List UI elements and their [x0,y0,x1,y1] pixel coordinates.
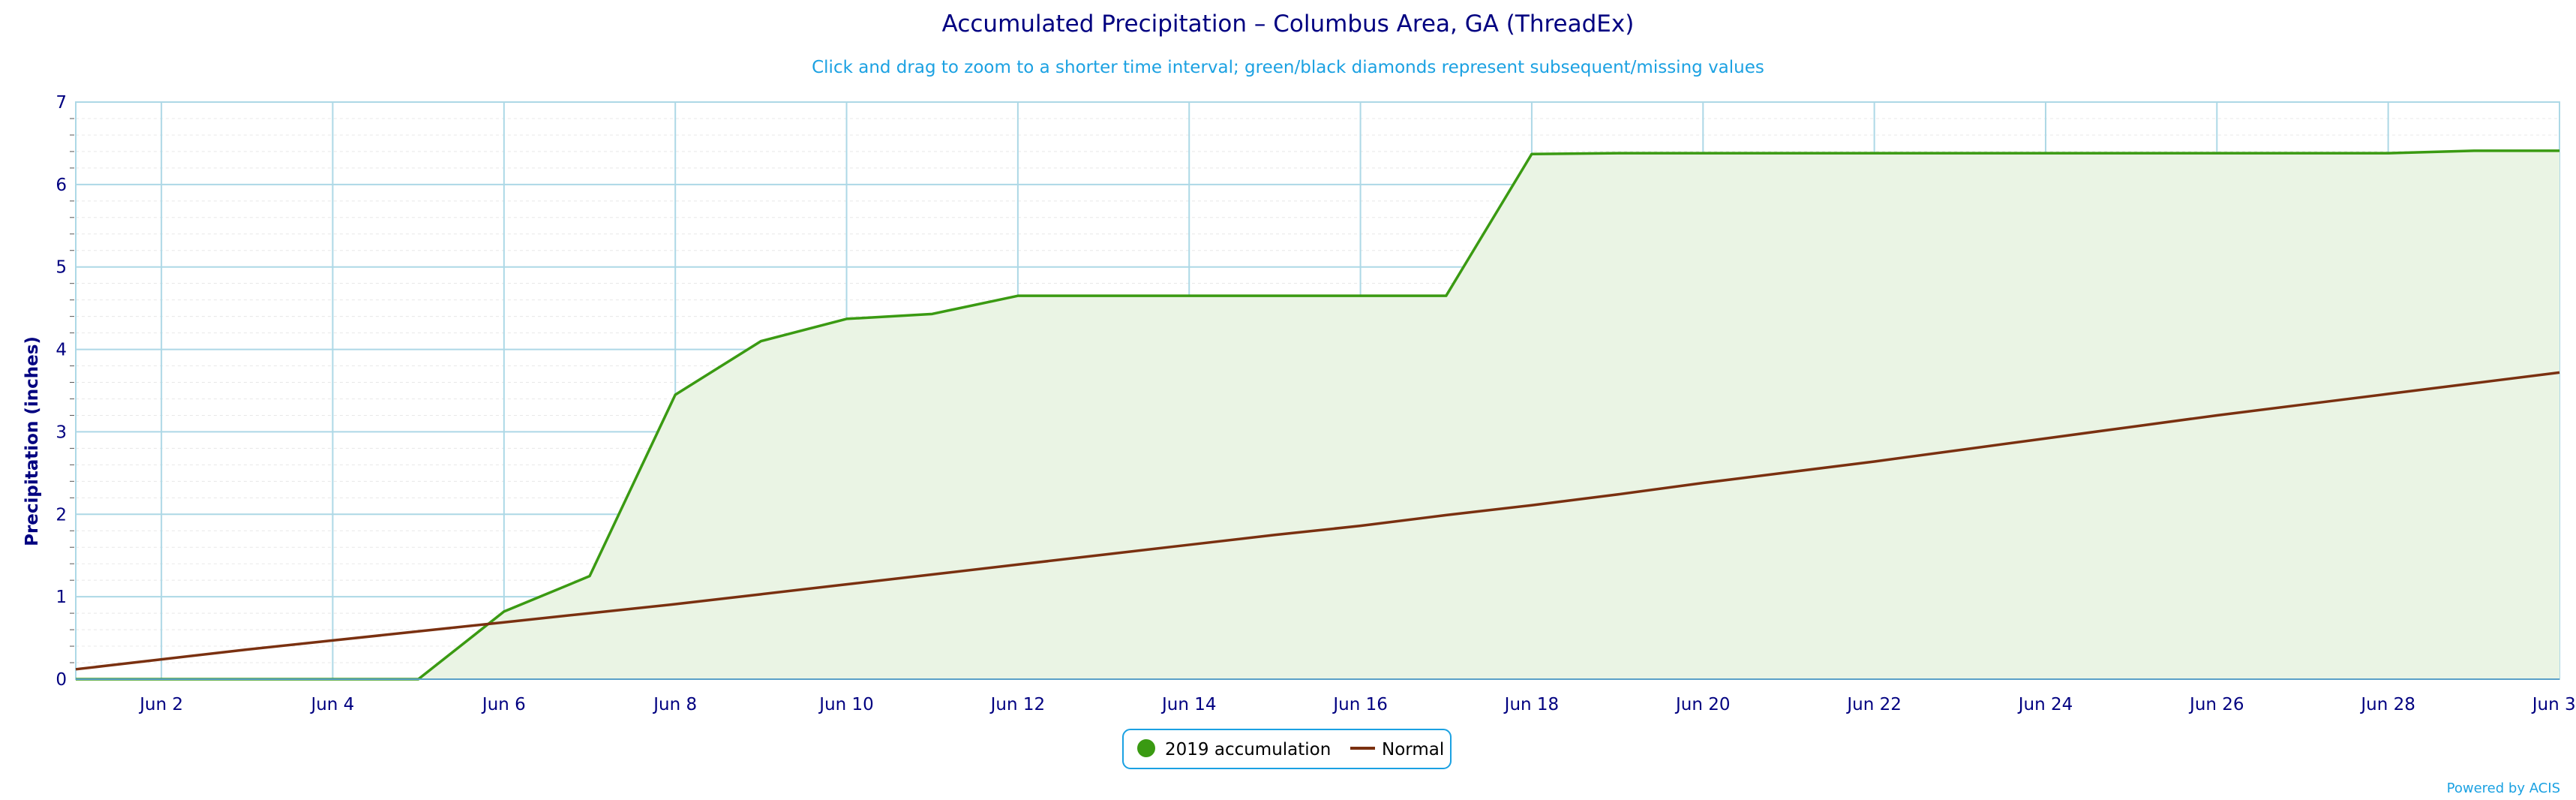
area-layer [76,150,2559,679]
x-tick-label: Jun 18 [1503,695,1560,714]
x-tick-label: Jun 24 [2017,695,2073,714]
credits-link[interactable]: Powered by ACIS [2447,780,2560,796]
x-tick-label: Jun 26 [2188,695,2244,714]
x-tick-label: Jun 20 [1674,695,1731,714]
legend-box [1122,729,1452,769]
accumulation-area [76,150,2559,679]
y-tick-label: 3 [56,423,67,442]
y-tick-label: 6 [56,176,67,195]
y-tick-label: 7 [56,93,67,113]
x-tick-label: Jun 10 [818,695,874,714]
y-tick-label: 4 [56,341,67,360]
y-tick-label: 0 [56,670,67,690]
legend[interactable]: 2019 accumulation Normal [1122,729,1452,769]
x-tick-label: Jun 30 [2531,695,2576,714]
x-tick-label: Jun 6 [481,695,526,714]
series-lines [75,149,2560,681]
axes: 0 1 2 3 4 5 6 7 Jun 2 Jun 4 Jun 6 Jun 8 Jun 10 Jun 12… [56,93,2576,714]
y-tick-label: 5 [56,258,67,278]
x-tick-label: Jun 2 [138,695,183,714]
x-tick-label: Jun 22 [1845,695,1902,714]
x-tick-label: Jun 28 [2359,695,2415,714]
chart-title: Accumulated Precipitation – Columbus Are… [942,11,1635,38]
x-tick-label: Jun 4 [310,695,355,714]
y-axis-title: Precipitation (inches) [23,336,42,546]
x-tick-label: Jun 12 [989,695,1046,714]
y-tick-label: 1 [56,588,67,607]
x-tick-label: Jun 14 [1160,695,1217,714]
x-tick-label: Jun 8 [652,695,697,714]
chart-subtitle: Click and drag to zoom to a shorter time… [812,58,1764,77]
legend-item-accumulation[interactable]: 2019 accumulation [1165,740,1331,759]
series-line [75,371,2560,671]
legend-item-normal[interactable]: Normal [1382,740,1444,759]
y-tick-label: 2 [56,505,67,525]
legend-marker-accumulation [1137,739,1155,757]
x-tick-label: Jun 16 [1332,695,1388,714]
